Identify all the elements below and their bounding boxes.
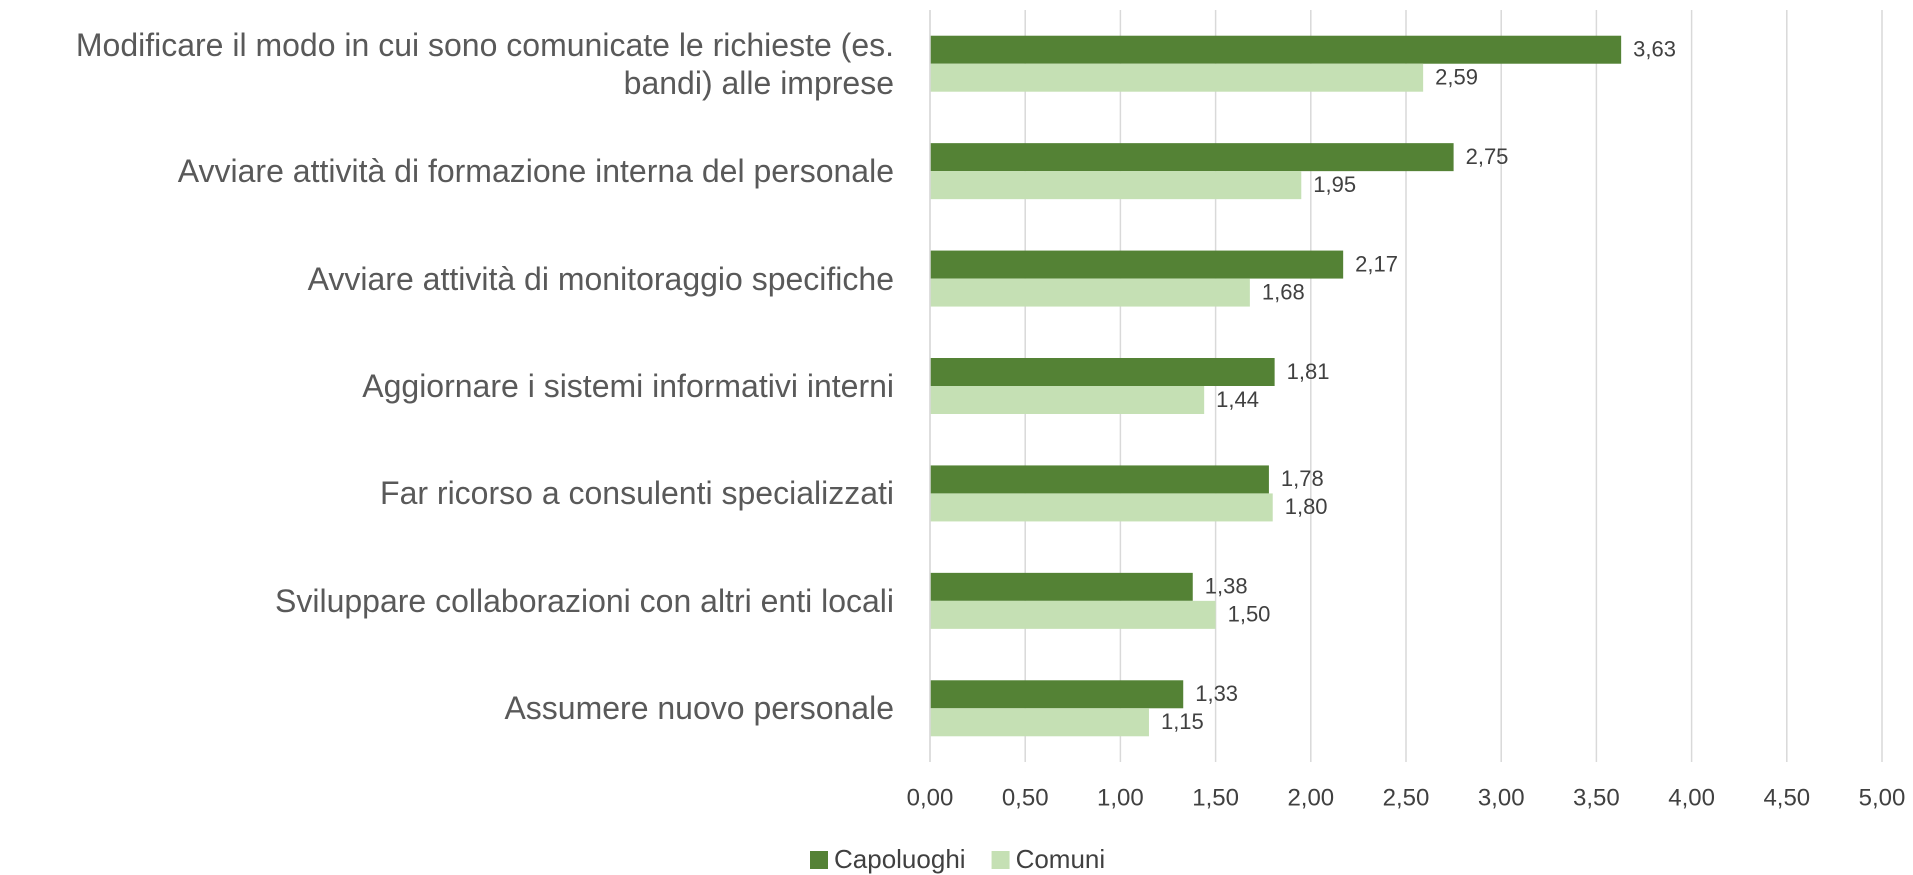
x-tick-label: 5,00: [1859, 784, 1906, 811]
value-label: 1,80: [1285, 494, 1328, 519]
category-label: Assumere nuovo personale: [504, 690, 894, 727]
bar: [930, 493, 1273, 522]
value-label: 1,95: [1313, 172, 1356, 197]
value-label: 1,38: [1205, 574, 1248, 599]
legend-label: Comuni: [1016, 844, 1106, 874]
bar: [930, 465, 1269, 494]
bar: [930, 708, 1149, 737]
bar: [930, 386, 1205, 414]
x-tick-label: 2,50: [1383, 784, 1430, 811]
bar: [930, 572, 1193, 601]
category-label: Aggiornare i sistemi informativi interni: [362, 368, 894, 404]
value-label: 1,68: [1262, 279, 1305, 304]
bar: [930, 680, 1184, 709]
x-tick-label: 4,50: [1763, 784, 1810, 811]
x-tick-label: 0,00: [907, 784, 954, 811]
value-label: 2,75: [1466, 144, 1509, 169]
x-tick-label: 3,50: [1573, 784, 1620, 811]
x-tick-label: 4,00: [1668, 784, 1715, 811]
x-tick-label: 3,00: [1478, 784, 1525, 811]
legend-swatch: [810, 851, 828, 869]
value-label: 1,78: [1281, 466, 1324, 491]
category-label: Avviare attività di formazione interna d…: [177, 153, 894, 190]
x-tick-label: 1,50: [1192, 784, 1239, 811]
value-label: 1,15: [1161, 709, 1204, 734]
legend-label: Capoluoghi: [834, 844, 966, 874]
category-label: Sviluppare collaborazioni con altri enti…: [275, 582, 894, 619]
value-label: 1,44: [1216, 387, 1259, 412]
bar: [930, 358, 1275, 386]
bar: [930, 250, 1344, 279]
category-label: Avviare attività di monitoraggio specifi…: [307, 260, 894, 297]
x-tick-label: 0,50: [1002, 784, 1049, 811]
bar: [930, 143, 1454, 172]
value-label: 2,17: [1355, 251, 1398, 276]
value-label: 1,81: [1287, 359, 1330, 384]
bar: [930, 171, 1302, 200]
category-label: Far ricorso a consulenti specializzati: [380, 475, 894, 512]
legend-swatch: [991, 851, 1010, 869]
value-label: 1,50: [1228, 602, 1271, 627]
bar: [930, 63, 1424, 92]
value-label: 2,59: [1435, 65, 1478, 90]
value-label: 3,63: [1633, 37, 1676, 62]
category-label: Modificare il modo in cui sono comunicat…: [75, 26, 894, 101]
x-tick-label: 2,00: [1287, 784, 1334, 811]
bar: [930, 600, 1216, 629]
bar: [930, 35, 1622, 64]
value-label: 1,33: [1195, 681, 1238, 706]
x-tick-label: 1,00: [1097, 784, 1144, 811]
bar: [930, 278, 1250, 307]
